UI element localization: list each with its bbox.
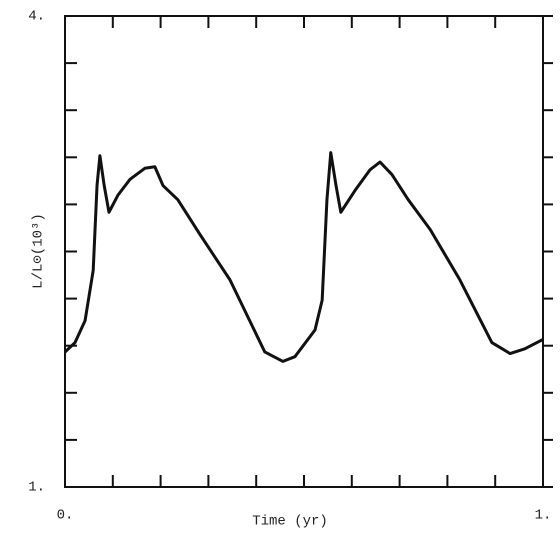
- x-tick-label: 0.: [57, 508, 74, 524]
- y-axis-label: L/L⊙(10³): [31, 213, 47, 289]
- plot-frame: [64, 15, 544, 488]
- y-tick-label: 4.: [28, 9, 45, 25]
- x-axis-label: Time (yr): [252, 514, 328, 530]
- y-tick-label: 1.: [28, 480, 45, 496]
- x-tick-label: 1.: [535, 508, 552, 524]
- line: [63, 151, 544, 363]
